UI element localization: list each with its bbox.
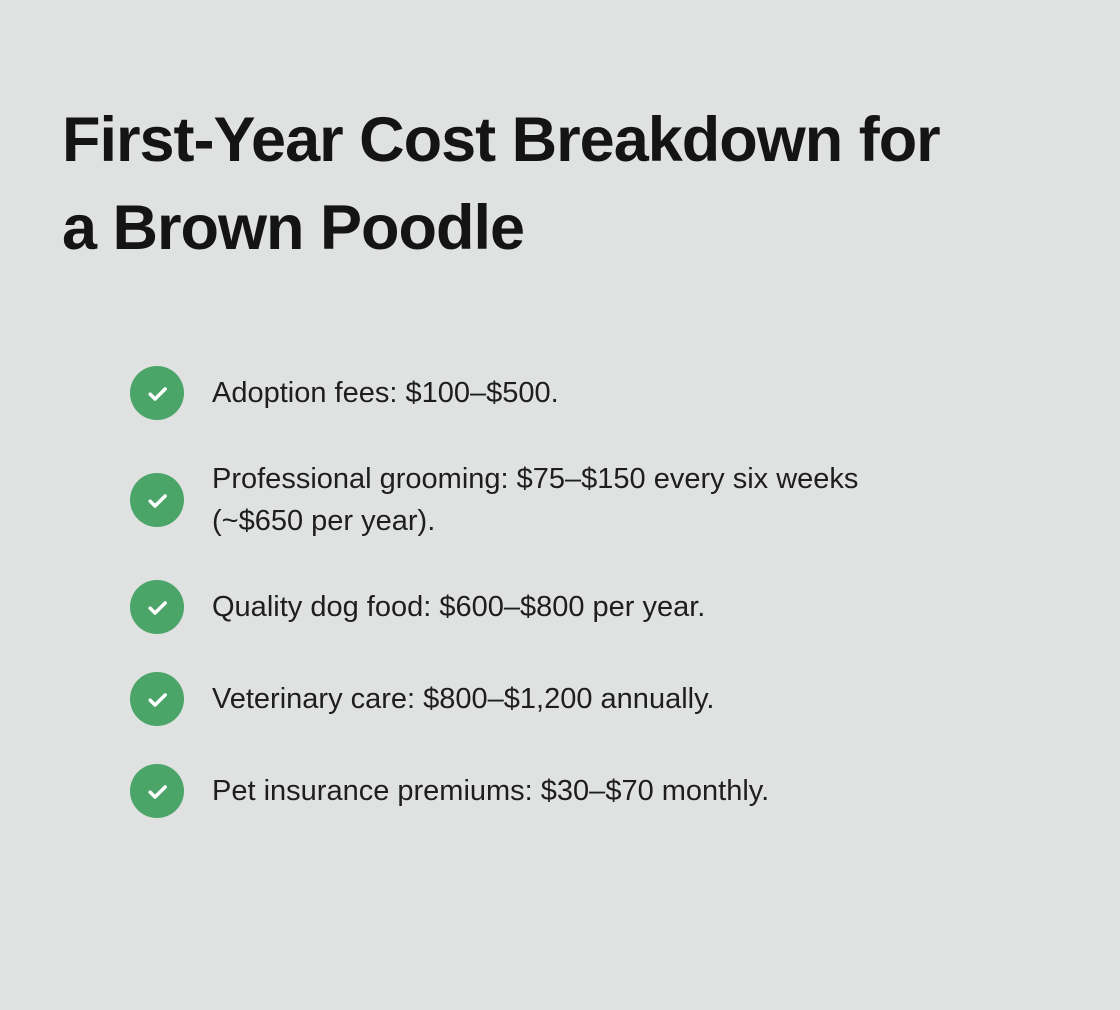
page: First-Year Cost Breakdown for a Brown Po… [0, 96, 1120, 818]
check-circle-icon [130, 672, 184, 726]
list-item: Quality dog food: $600–$800 per year. [130, 580, 1058, 634]
list-item: Veterinary care: $800–$1,200 annually. [130, 672, 1058, 726]
list-item-text: Pet insurance premiums: $30–$70 monthly. [212, 775, 770, 807]
page-title-line-1: First-Year Cost Breakdown for [62, 105, 941, 175]
page-title: First-Year Cost Breakdown for a Brown Po… [62, 96, 1058, 272]
check-circle-icon [130, 473, 184, 527]
check-circle-icon [130, 580, 184, 634]
list-item: Adoption fees: $100–$500. [130, 366, 1058, 420]
list-item-text: Veterinary care: $800–$1,200 annually. [212, 683, 715, 715]
list-item-text: Quality dog food: $600–$800 per year. [212, 591, 706, 623]
list-item-text: Adoption fees: $100–$500. [212, 377, 559, 409]
page-title-line-2: a Brown Poodle [62, 193, 525, 263]
check-circle-icon [130, 366, 184, 420]
list-item-text: Professional grooming: $75–$150 every si… [212, 463, 859, 537]
list-item: Pet insurance premiums: $30–$70 monthly. [130, 764, 1058, 818]
check-circle-icon [130, 764, 184, 818]
list-item: Professional grooming: $75–$150 every si… [130, 458, 1058, 542]
cost-checklist: Adoption fees: $100–$500. Professional g… [62, 366, 1058, 818]
